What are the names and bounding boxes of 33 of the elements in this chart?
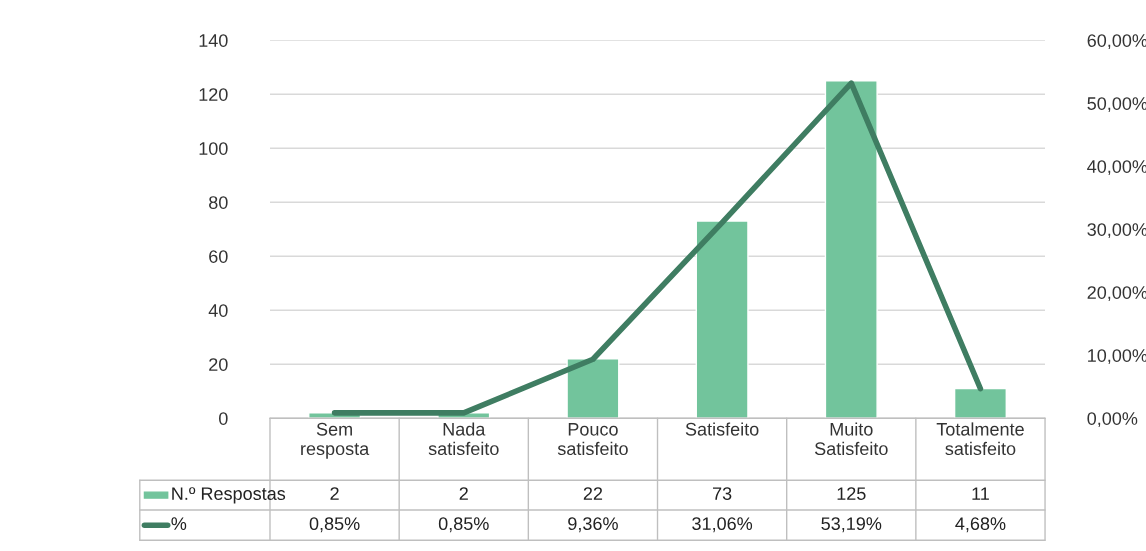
y-tick-label: 140 — [199, 34, 228, 47]
data-label: 0,85% — [438, 517, 489, 533]
y2-tick-label: 0,00% — [1087, 412, 1138, 428]
bar — [824, 80, 878, 419]
data-label: 53,19% — [821, 517, 882, 533]
x-tick-label: Sem resposta — [301, 422, 370, 459]
x-tick-label: Pouco satisfeito — [557, 423, 628, 456]
x-tick-label: Totalmente satisfeito — [936, 422, 1024, 456]
data-label: 22 — [583, 487, 603, 500]
y-tick-label: 40 — [208, 304, 228, 317]
data-label: 125 — [837, 487, 866, 500]
bar — [566, 358, 620, 419]
data-label: 2 — [330, 487, 339, 500]
x-tick-label: Satisfeito — [685, 422, 759, 436]
y-tick-label: 60 — [209, 250, 228, 263]
legend-label: N.º Respostas — [172, 487, 286, 504]
x-tick-label: Nada satisfeito — [428, 422, 499, 456]
data-label: 31,06% — [692, 517, 753, 533]
data-label: 11 — [972, 487, 989, 500]
legend-label: % — [171, 517, 187, 530]
data-label: 9,36% — [568, 517, 618, 533]
data-label: 2 — [459, 487, 468, 500]
x-tick-label: Muito Satisfeito — [814, 422, 888, 456]
y-tick-label: 0 — [219, 412, 228, 425]
bar — [953, 387, 1007, 419]
y-tick-label: 20 — [209, 358, 228, 371]
bar — [695, 220, 749, 419]
data-label: 73 — [712, 487, 732, 500]
y-tick-label: 100 — [199, 142, 228, 155]
y-tick-label: 120 — [199, 88, 228, 101]
y-tick-label: 80 — [209, 196, 228, 209]
data-label: 0,85% — [309, 517, 360, 533]
data-label: 4,68% — [955, 517, 1006, 533]
